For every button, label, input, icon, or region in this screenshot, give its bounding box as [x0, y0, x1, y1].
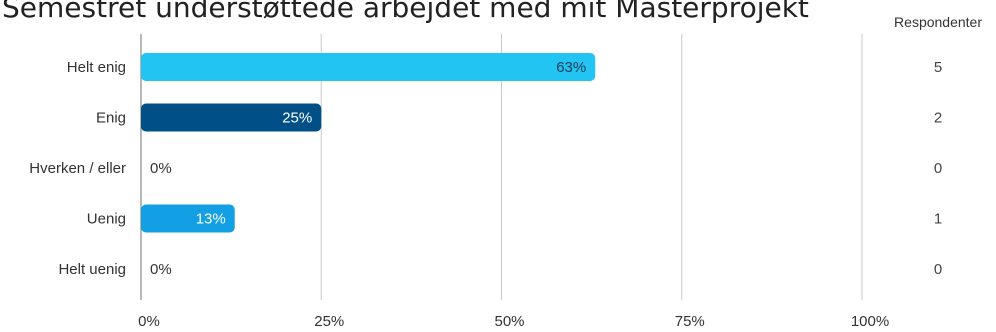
x-tick-label: 0%	[138, 313, 160, 330]
x-tick-label: 25%	[314, 313, 344, 330]
category-label: Helt enig	[67, 59, 126, 76]
bar-value-label: 0%	[150, 261, 172, 278]
category-label: Enig	[96, 110, 126, 127]
bar	[141, 204, 235, 233]
respondent-count: 0	[934, 261, 942, 278]
x-tick-label: 50%	[494, 313, 524, 330]
bar-value-label: 0%	[150, 160, 172, 177]
x-tick-label: 100%	[851, 313, 889, 330]
respondent-count: 5	[934, 59, 942, 76]
x-tick-label: 75%	[675, 313, 705, 330]
bar-value-label: 25%	[282, 110, 312, 127]
respondents-header: Respondenter	[894, 14, 982, 30]
category-label: Hverken / eller	[29, 160, 126, 177]
respondent-count: 1	[934, 211, 942, 228]
category-label: Helt uenig	[58, 261, 126, 278]
bar-value-label: 13%	[196, 211, 226, 228]
chart-title: Semestret understøttede arbejdet med mit…	[2, 0, 809, 24]
respondent-count: 0	[934, 160, 942, 177]
bars	[141, 53, 596, 233]
respondent-count: 2	[934, 110, 942, 127]
bar	[141, 103, 322, 132]
bar	[141, 53, 596, 81]
category-label: Uenig	[87, 211, 126, 228]
bar-value-label: 63%	[556, 59, 586, 76]
